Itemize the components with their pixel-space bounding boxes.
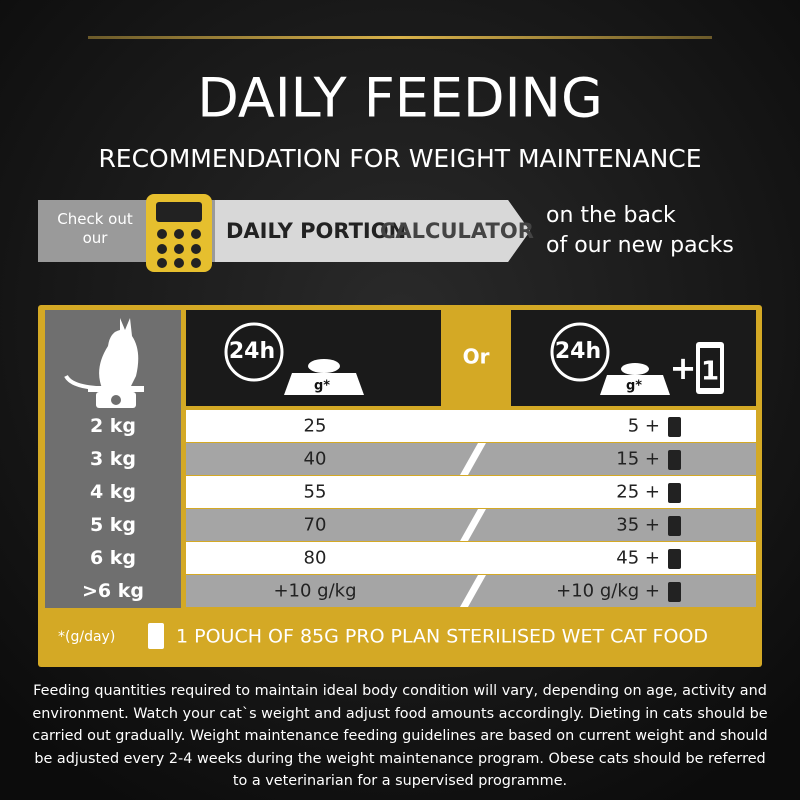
row-divider bbox=[460, 443, 486, 475]
weight-cell: 2 kg bbox=[90, 415, 136, 437]
banner-side-2: of our new packs bbox=[546, 233, 734, 258]
wet-cell: 25 + bbox=[616, 482, 660, 503]
wet-cell: 5 + bbox=[628, 416, 660, 437]
dry-cell: 25 bbox=[304, 416, 327, 437]
weight-cell: 5 kg bbox=[90, 514, 136, 536]
wet-cell: +10 g/kg + bbox=[556, 581, 660, 602]
weight-cell: >6 kg bbox=[82, 580, 144, 602]
dry-cell: 40 bbox=[304, 449, 327, 470]
row-divider bbox=[460, 575, 486, 607]
cat-on-scale-icon bbox=[64, 318, 144, 408]
disclaimer: Feeding quantities required to maintain … bbox=[32, 683, 768, 789]
row-divider bbox=[460, 509, 486, 541]
dry-cell: 70 bbox=[304, 515, 327, 536]
wet-pouch: 1 bbox=[701, 357, 719, 387]
wet-cell: 45 + bbox=[616, 548, 660, 569]
weight-cell: 6 kg bbox=[90, 547, 136, 569]
pouch-icon bbox=[668, 417, 681, 437]
wet-icon bbox=[550, 322, 724, 395]
calculator-icon bbox=[146, 194, 212, 272]
banner-lead-box: Check out our bbox=[57, 210, 133, 247]
wet-plus: + bbox=[670, 349, 697, 387]
table-rows: 2 kg 25 5 + 3 kg 40 15 + 4 kg 55 25 + 5 kg 70 35 + 6… bbox=[82, 410, 756, 607]
wet-cell: 15 + bbox=[616, 449, 660, 470]
pouch-icon bbox=[148, 623, 164, 649]
row-bg bbox=[186, 542, 756, 574]
banner-side-1: on the back bbox=[546, 203, 676, 228]
footnote-unit: *(g/day) bbox=[58, 629, 115, 645]
wet-cell: 35 + bbox=[616, 515, 660, 536]
row-bg bbox=[186, 476, 756, 508]
subtitle: RECOMMENDATION FOR WEIGHT MAINTENANCE bbox=[98, 144, 701, 173]
weight-cell: 3 kg bbox=[90, 448, 136, 470]
banner-label-bold: DAILY PORTION bbox=[226, 219, 406, 243]
banner-light bbox=[215, 200, 530, 262]
or-label: Or bbox=[463, 345, 490, 369]
pouch-icon bbox=[668, 516, 681, 536]
dry-icon bbox=[224, 322, 364, 395]
pouch-icon bbox=[668, 549, 681, 569]
pouch-icon bbox=[668, 483, 681, 503]
title: DAILY FEEDING bbox=[197, 67, 603, 130]
dry-cell: 55 bbox=[304, 482, 327, 503]
dry-time: 24h bbox=[229, 339, 275, 364]
weight-cell: 4 kg bbox=[90, 481, 136, 503]
row-bg bbox=[186, 410, 756, 442]
pouch-icon bbox=[668, 582, 681, 602]
banner-label-light: CALCULATOR bbox=[380, 219, 534, 243]
pouch-icon bbox=[668, 450, 681, 470]
wet-time: 24h bbox=[555, 339, 601, 364]
dry-cell: 80 bbox=[304, 548, 327, 569]
wet-unit: g* bbox=[626, 379, 642, 394]
dry-unit: g* bbox=[314, 379, 330, 394]
dry-cell: +10 g/kg bbox=[273, 581, 356, 602]
gold-rule bbox=[88, 36, 712, 39]
banner-lead: Check out our bbox=[57, 210, 133, 247]
footnote-text: 1 POUCH OF 85G PRO PLAN STERILISED WET C… bbox=[176, 626, 708, 648]
